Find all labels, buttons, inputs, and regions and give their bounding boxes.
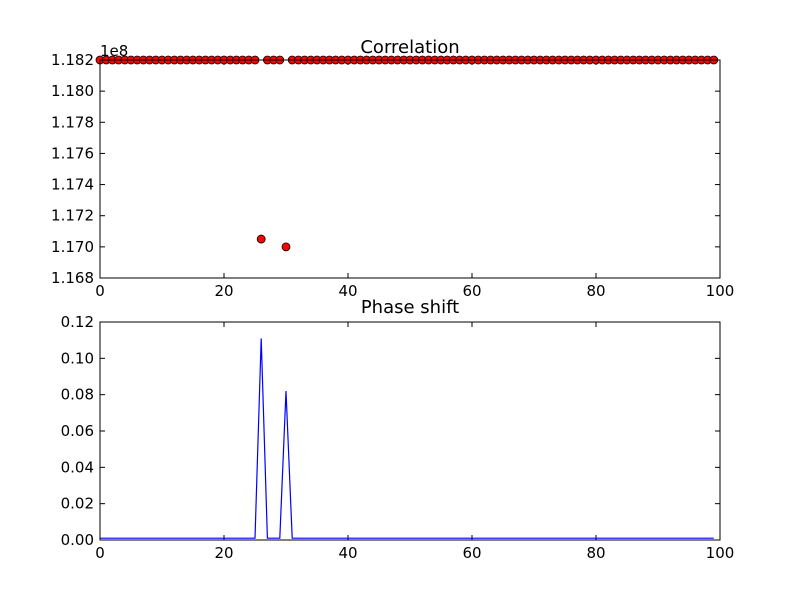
phase-shift-title: Phase shift (361, 297, 459, 318)
correlation-ytick-label: 1.180 (51, 82, 94, 100)
correlation-axes-frame (99, 59, 721, 279)
correlation-ticks: 0 20 40 60 80 100 1.168 1.170 1.172 1.174 1.176 1.1… (51, 51, 734, 300)
correlation-xtick-label: 100 (706, 282, 735, 300)
phase-shift-ytick-label: 0.08 (61, 386, 94, 404)
phase-shift-ytick-label: 0.04 (61, 458, 94, 476)
phase-shift-subplot: Phase shift 0 20 40 60 80 100 0.00 0.02 0.04 0.06… (61, 297, 735, 562)
correlation-ytick-label: 1.178 (51, 113, 94, 131)
correlation-ytick-label: 1.170 (51, 238, 94, 256)
phase-shift-ytick-label: 0.06 (61, 422, 94, 440)
correlation-title: Correlation (360, 37, 459, 58)
correlation-xtick-label: 80 (586, 282, 605, 300)
correlation-xtick-label: 40 (338, 282, 357, 300)
phase-shift-xtick-label: 80 (586, 544, 605, 562)
phase-shift-ytick-label: 0.02 (61, 495, 94, 513)
correlation-xtick-label: 60 (462, 282, 481, 300)
correlation-ytick-label: 1.176 (51, 144, 94, 162)
phase-shift-axes-frame (99, 321, 721, 541)
correlation-xtick-label: 0 (95, 282, 105, 300)
correlation-point (256, 234, 266, 244)
correlation-xtick-label: 20 (214, 282, 233, 300)
phase-shift-xtick-label: 20 (214, 544, 233, 562)
phase-shift-ticks: 0 20 40 60 80 100 0.00 0.02 0.04 0.06 0.08 0.10 0.12 (61, 313, 735, 562)
correlation-ytick-label: 1.168 (51, 269, 94, 287)
correlation-ytick-label: 1.182 (51, 51, 94, 69)
correlation-ytick-label: 1.174 (51, 176, 94, 194)
phase-shift-xtick-label: 100 (706, 544, 735, 562)
correlation-subplot: Correlation 1e8 0 20 40 60 80 100 1.168 1.170 1.… (51, 37, 734, 300)
correlation-point (281, 242, 291, 252)
phase-shift-line (100, 338, 714, 539)
phase-shift-ytick-label: 0.10 (61, 349, 94, 367)
phase-shift-xtick-label: 0 (95, 544, 105, 562)
phase-shift-ytick-label: 0.12 (61, 313, 94, 331)
correlation-ytick-label: 1.172 (51, 207, 94, 225)
phase-shift-xtick-label: 60 (462, 544, 481, 562)
phase-shift-ytick-label: 0.00 (61, 531, 94, 549)
correlation-offset-text: 1e8 (100, 42, 128, 60)
phase-shift-xtick-label: 40 (338, 544, 357, 562)
phase-shift-line-group (100, 338, 714, 539)
